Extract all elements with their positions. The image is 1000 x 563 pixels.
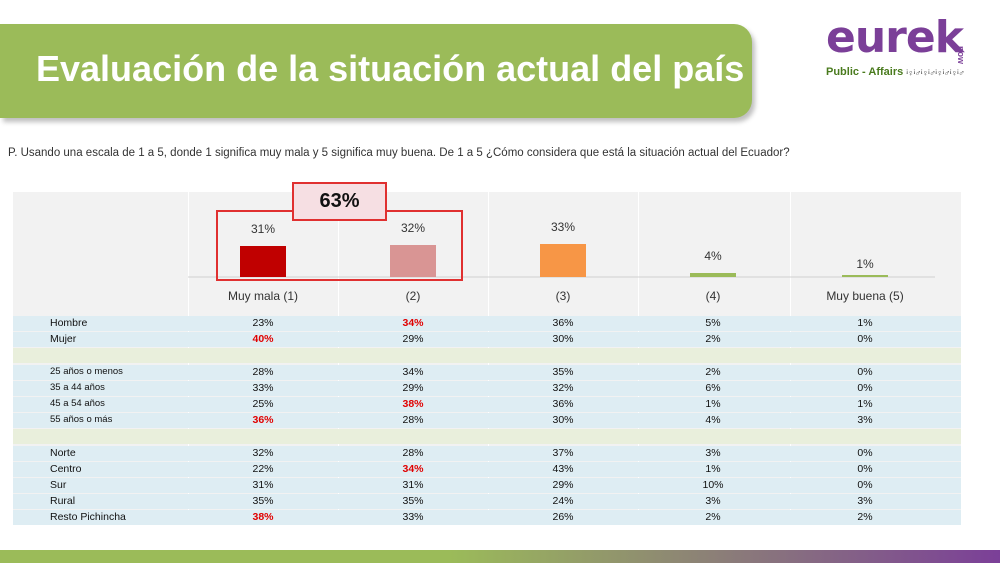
category-label-1: Muy mala (1) [227, 289, 298, 303]
row-label: 55 años o más [50, 414, 113, 426]
people-icons: ꜟ♀ꜟ♂ꜟ♀ꜟ♂ꜟ♀ꜟ♂ꜟ♀ꜟ♂ [906, 68, 965, 78]
table-cell: 34% [402, 462, 424, 475]
table-cell: 3% [705, 446, 721, 459]
table-cell: 4% [705, 414, 721, 427]
table-cell: 0% [857, 381, 873, 394]
table-cell: 26% [552, 511, 574, 524]
table-row: Resto Pichincha 38% 33% 26% 2% 2% [13, 510, 961, 526]
value-label-1: 31% [250, 222, 276, 236]
page-title: Evaluación de la situación actual del pa… [36, 48, 745, 89]
table-cell: 2% [705, 511, 721, 524]
row-label: Norte [50, 446, 76, 459]
table-cell: 33% [402, 511, 424, 524]
category-label-3: (3) [555, 289, 571, 303]
table-row: 35 a 44 años 33% 29% 32% 6% 0% [13, 380, 961, 396]
table-cell: 30% [552, 414, 574, 427]
row-label: Sur [50, 479, 67, 491]
table-row: Mujer 40% 29% 30% 2% 0% [13, 332, 961, 348]
value-label-4: 4% [704, 249, 722, 263]
callout-63: 63% [292, 182, 387, 221]
table-row: 25 años o menos 28% 34% 35% 2% 0% [13, 364, 961, 380]
table-cell: 34% [402, 317, 424, 329]
separator-row [13, 429, 961, 445]
table-cell: 2% [857, 511, 873, 524]
logo-tagline: Public - Affairs [826, 66, 904, 78]
table-cell: 29% [402, 333, 424, 346]
row-label: Mujer [50, 333, 77, 346]
table-cell: 22% [252, 462, 274, 475]
table-cell: 3% [705, 495, 721, 508]
table-cell: 36% [252, 414, 274, 427]
table-cell: 28% [252, 365, 274, 378]
table-cell: 2% [705, 333, 721, 346]
logo-word: eurek [826, 12, 964, 63]
table-cell: 32% [252, 446, 274, 459]
table-cell: 35% [552, 365, 574, 378]
table-cell: 10% [702, 479, 724, 491]
table-cell: 40% [252, 333, 274, 346]
table-cell: 33% [252, 381, 274, 394]
table-row: 55 años o más 36% 28% 30% 4% 3% [13, 413, 961, 429]
table-cell: 35% [402, 495, 424, 508]
table-cell: 36% [552, 398, 574, 410]
row-label: Rural [50, 495, 76, 508]
table-cell: 0% [857, 479, 873, 491]
row-label: Resto Pichincha [50, 511, 126, 524]
row-label: Centro [50, 462, 82, 475]
table-row: Sur 31% 31% 29% 10% 0% [13, 478, 961, 493]
category-label-4: (4) [705, 289, 721, 303]
category-label-2: (2) [405, 289, 421, 303]
survey-question: P. Usando una escala de 1 a 5, donde 1 s… [8, 147, 790, 159]
table-cell: 3% [857, 414, 873, 427]
table-cell: 28% [402, 414, 424, 427]
separator-row [13, 348, 961, 364]
table-cell: 6% [705, 381, 721, 394]
value-label-3: 33% [550, 220, 576, 234]
table-cell: 5% [705, 317, 721, 329]
value-label-2: 32% [400, 221, 426, 235]
table-cell: 0% [857, 462, 873, 475]
value-label-5: 1% [856, 257, 874, 271]
table-cell: 0% [857, 333, 873, 346]
table-cell: 31% [402, 479, 424, 491]
table-cell: 37% [552, 446, 574, 459]
table-cell: 1% [857, 317, 873, 329]
table-cell: 3% [857, 495, 873, 508]
table-cell: 30% [552, 333, 574, 346]
table-row: Norte 32% 28% 37% 3% 0% [13, 445, 961, 461]
category-label-5: Muy buena (5) [826, 289, 904, 303]
row-label: 45 a 54 años [50, 398, 105, 409]
logo-now: now [956, 46, 966, 64]
table-cell: 31% [252, 479, 274, 491]
table-cell: 35% [252, 495, 274, 508]
table-row: Centro 22% 34% 43% 1% 0% [13, 461, 961, 477]
table-cell: 43% [552, 462, 574, 475]
table-cell: 36% [552, 317, 574, 329]
table-row: Rural 35% 35% 24% 3% 3% [13, 494, 961, 510]
table-cell: 38% [402, 398, 424, 410]
row-label: 35 a 44 años [50, 381, 105, 393]
table-cell: 25% [252, 398, 274, 410]
table-cell: 29% [552, 479, 574, 491]
table-cell: 0% [857, 365, 873, 378]
row-label: Hombre [50, 317, 88, 329]
table-cell: 1% [857, 398, 873, 410]
table-cell: 29% [402, 381, 424, 394]
eureknow-logo: eurek now Public - Affairs ꜟ♀ꜟ♂ꜟ♀ꜟ♂ꜟ♀ꜟ♂ꜟ… [826, 12, 976, 86]
table-cell: 38% [252, 511, 274, 524]
table-cell: 28% [402, 446, 424, 459]
row-label: 25 años o menos [50, 365, 123, 377]
bottom-gradient-bar [0, 550, 1000, 563]
table-cell: 1% [705, 462, 721, 475]
table-cell: 2% [705, 365, 721, 378]
table-cell: 32% [552, 381, 574, 394]
table-cell: 0% [857, 446, 873, 459]
table-cell: 34% [402, 365, 424, 378]
table-cell: 1% [705, 398, 721, 410]
table-cell: 23% [252, 317, 274, 329]
table-row: Hombre 23% 34% 36% 5% 1% [13, 316, 961, 331]
title-banner [0, 24, 752, 118]
table-cell: 24% [552, 495, 574, 508]
table-row: 45 a 54 años 25% 38% 36% 1% 1% [13, 397, 961, 412]
